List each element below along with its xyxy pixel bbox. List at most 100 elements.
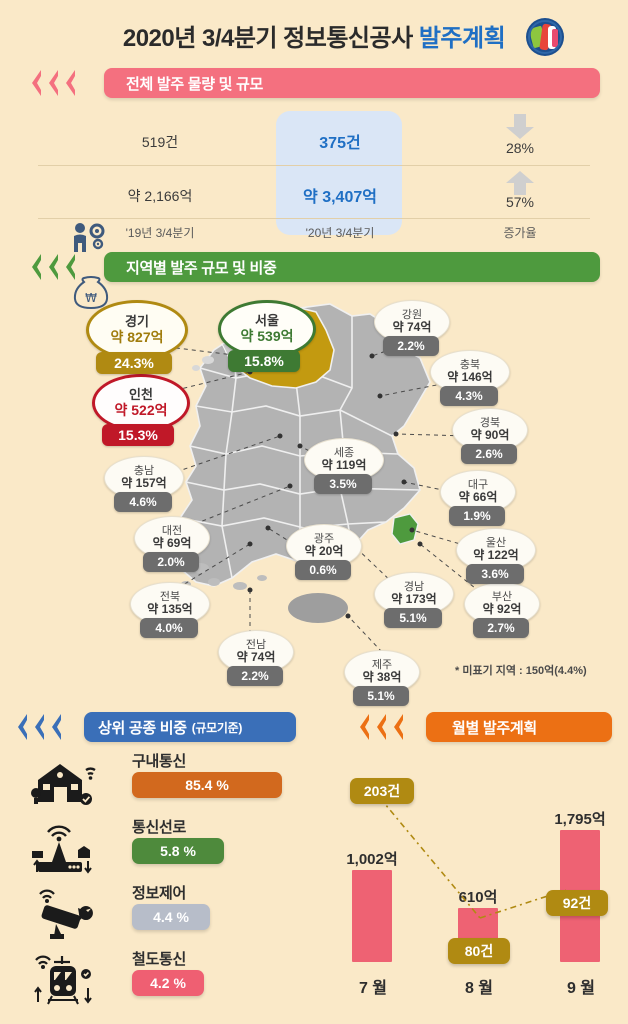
map-callout-incheon[interactable]: 인천 약 522억 15.3%: [92, 374, 190, 446]
region-amount: 약 119억: [321, 458, 367, 473]
korea-map: 경기 약 827억 24.3% 서울 약 539억 15.8% 강원 약 74억…: [0, 286, 628, 706]
work-type-pct: 5.8 %: [132, 838, 224, 864]
section-title-overall: 전체 발주 물량 및 규모: [104, 68, 600, 98]
region-name: 경남: [403, 581, 425, 594]
region-pct: 2.6%: [461, 444, 517, 464]
map-callout-busan[interactable]: 부산 약 92억 2.7%: [464, 582, 540, 638]
summary-current-amount: 약 3,407억: [303, 189, 377, 206]
summary-col-current-label: '20년 3/4분기: [305, 226, 375, 240]
worker-gear-icon: [70, 222, 112, 254]
map-callout-chungnam[interactable]: 충남 약 157억 4.6%: [104, 456, 184, 512]
region-pct: 4.3%: [440, 386, 498, 406]
chevron-left-icon: [47, 68, 58, 98]
region-pct: 5.1%: [353, 686, 409, 706]
x-label-september: 9 월: [566, 980, 596, 997]
summary-col-rate-label: 증가율: [503, 226, 537, 240]
work-type-list: 구내통신 85.4 % 통신선로 5.8 %: [0, 750, 320, 1024]
chevron-left-icon: [64, 68, 75, 98]
map-callout-sejong[interactable]: 세종 약 119억 3.5%: [304, 438, 384, 494]
section-label: 월별 발주계획: [452, 719, 537, 737]
antenna-tower-icon: [28, 820, 102, 876]
chevron-left-icon: [47, 252, 58, 282]
chevron-left-icon: [375, 712, 386, 742]
work-type-row[interactable]: 정보제어 4.4 %: [0, 882, 320, 946]
map-callout-gyeongnam[interactable]: 경남 약 173억 5.1%: [374, 572, 454, 628]
region-name: 세종: [333, 447, 355, 460]
map-callout-jeju[interactable]: 제주 약 38억 5.1%: [344, 650, 420, 706]
region-amount: 약 74억: [236, 650, 276, 665]
train-wifi-icon: [28, 952, 102, 1008]
region-name: 전남: [245, 639, 267, 652]
region-pct: 2.2%: [383, 336, 439, 356]
region-pct: 0.6%: [295, 560, 351, 580]
map-footnote: * 미표기 지역 : 150억(4.4%): [455, 665, 587, 677]
region-amount: 약 173억: [391, 592, 437, 607]
summary-prev-amount: 약 2,166억: [127, 188, 193, 204]
region-pct: 24.3%: [96, 352, 172, 374]
work-type-pct: 4.4 %: [132, 904, 210, 930]
region-pct: 2.0%: [143, 552, 199, 572]
work-type-row[interactable]: 통신선로 5.8 %: [0, 816, 320, 880]
region-name: 전북: [159, 591, 181, 604]
region-name: 인천: [129, 386, 153, 402]
bar-value-july: 1,002억: [346, 851, 398, 868]
region-pct: 4.0%: [140, 618, 198, 638]
section-sublabel: (규모기준): [191, 720, 243, 735]
map-callout-gwangju[interactable]: 광주 약 20억 0.6%: [286, 524, 362, 580]
arrow-up-icon: [503, 170, 537, 196]
region-name: 대전: [161, 525, 183, 538]
region-pct: 2.7%: [473, 618, 529, 638]
map-callout-chungbuk[interactable]: 충북 약 146억 4.3%: [430, 350, 510, 406]
region-name: 부산: [491, 591, 513, 604]
bar-value-september: 1,795억: [554, 811, 606, 828]
region-name: 대구: [467, 479, 489, 492]
region-pct: 15.8%: [228, 350, 300, 372]
map-callout-jeonbuk[interactable]: 전북 약 135억 4.0%: [130, 582, 210, 638]
summary-rate-amount: 57%: [505, 194, 535, 210]
chevron-left-icon: [30, 68, 41, 98]
region-pct: 15.3%: [102, 424, 174, 446]
region-pct: 5.1%: [384, 608, 442, 628]
summary-prev-count: 519건: [141, 134, 179, 150]
region-amount: 약 74억: [392, 320, 432, 335]
bar-july: [352, 870, 392, 962]
region-name: 충남: [133, 465, 155, 478]
section-header-types: 상위 공종 비중 (규모기준): [0, 712, 320, 742]
region-amount: 약 522억: [114, 402, 168, 419]
map-callout-gyeonggi[interactable]: 경기 약 827억 24.3%: [86, 300, 188, 374]
map-region-ulsan: [391, 513, 419, 545]
region-name: 제주: [371, 659, 393, 672]
map-callout-seoul[interactable]: 서울 약 539억 15.8%: [218, 300, 316, 372]
section-label: 전체 발주 물량 및 규모: [126, 75, 263, 93]
section-title-types: 상위 공종 비중 (규모기준): [84, 712, 296, 742]
map-callout-daejeon[interactable]: 대전 약 69억 2.0%: [134, 516, 210, 572]
region-pct: 2.2%: [227, 666, 283, 686]
work-type-row[interactable]: 구내통신 85.4 %: [0, 750, 320, 814]
summary-table: ₩ 519건 375건 28% 약 2,166억 약 3,407억 57% '1…: [0, 108, 628, 310]
map-callout-gyeongbuk[interactable]: 경북 약 90억 2.6%: [452, 408, 528, 464]
chevron-left-icon: [64, 252, 75, 282]
region-name: 울산: [485, 537, 507, 550]
map-callout-daegu[interactable]: 대구 약 66억 1.9%: [440, 470, 516, 526]
map-callout-jeonnam[interactable]: 전남 약 74억 2.2%: [218, 630, 294, 686]
work-type-name: 철도통신: [132, 951, 187, 968]
section-header-regional: 지역별 발주 규모 및 비중: [0, 252, 628, 282]
work-type-name: 정보제어: [132, 885, 187, 902]
chevron-left-icon: [392, 712, 403, 742]
section-label: 지역별 발주 규모 및 비중: [126, 259, 277, 277]
map-callout-gangwon[interactable]: 강원 약 74억 2.2%: [374, 300, 450, 356]
x-label-july: 7 월: [358, 980, 388, 997]
region-name: 충북: [459, 359, 481, 372]
map-callout-ulsan[interactable]: 울산 약 122억 3.6%: [456, 528, 536, 584]
chevron-left-icon: [30, 252, 41, 282]
region-amount: 약 69억: [152, 536, 192, 551]
section-header-overall: 전체 발주 물량 및 규모: [0, 68, 628, 98]
region-amount: 약 92억: [482, 602, 522, 617]
work-type-name: 통신선로: [132, 819, 187, 836]
bar-value-august: 610억: [458, 889, 498, 906]
x-label-august: 8 월: [464, 980, 494, 997]
region-amount: 약 90억: [470, 428, 510, 443]
chevron-left-icon: [16, 712, 27, 742]
work-type-row[interactable]: 철도통신 4.2 %: [0, 948, 320, 1012]
